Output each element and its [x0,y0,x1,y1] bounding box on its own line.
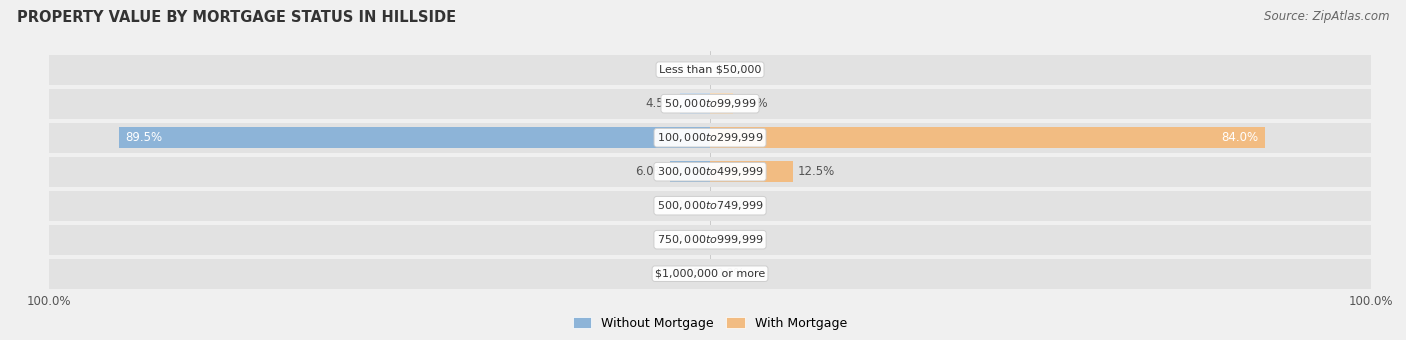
Text: $750,000 to $999,999: $750,000 to $999,999 [657,233,763,246]
Bar [49,55,1371,85]
Bar [49,225,1371,255]
Bar [49,259,1371,289]
Text: $300,000 to $499,999: $300,000 to $499,999 [657,165,763,178]
Text: 12.5%: 12.5% [799,165,835,178]
Text: 3.5%: 3.5% [738,97,768,110]
Bar [49,157,1371,187]
Text: $1,000,000 or more: $1,000,000 or more [655,269,765,279]
Text: Less than $50,000: Less than $50,000 [659,65,761,75]
Text: 4.5%: 4.5% [645,97,675,110]
Bar [681,93,710,114]
Text: 0.0%: 0.0% [716,267,745,280]
Bar [49,191,1371,221]
Bar [118,127,710,148]
Bar [49,123,1371,153]
Bar [710,93,733,114]
Text: 0.0%: 0.0% [675,267,704,280]
Text: 84.0%: 84.0% [1222,131,1258,144]
Text: $100,000 to $299,999: $100,000 to $299,999 [657,131,763,144]
Text: Source: ZipAtlas.com: Source: ZipAtlas.com [1264,10,1389,23]
Bar [710,161,793,182]
Bar [49,89,1371,119]
Text: 6.0%: 6.0% [636,165,665,178]
Text: PROPERTY VALUE BY MORTGAGE STATUS IN HILLSIDE: PROPERTY VALUE BY MORTGAGE STATUS IN HIL… [17,10,456,25]
Bar [710,127,1265,148]
Legend: Without Mortgage, With Mortgage: Without Mortgage, With Mortgage [568,312,852,335]
Text: 0.0%: 0.0% [675,233,704,246]
Text: 0.0%: 0.0% [716,199,745,212]
Text: 89.5%: 89.5% [125,131,162,144]
Bar [671,161,710,182]
Text: 0.0%: 0.0% [675,63,704,76]
Text: 0.0%: 0.0% [716,233,745,246]
Text: 0.0%: 0.0% [675,199,704,212]
Text: 0.0%: 0.0% [716,63,745,76]
Text: $50,000 to $99,999: $50,000 to $99,999 [664,97,756,110]
Text: $500,000 to $749,999: $500,000 to $749,999 [657,199,763,212]
